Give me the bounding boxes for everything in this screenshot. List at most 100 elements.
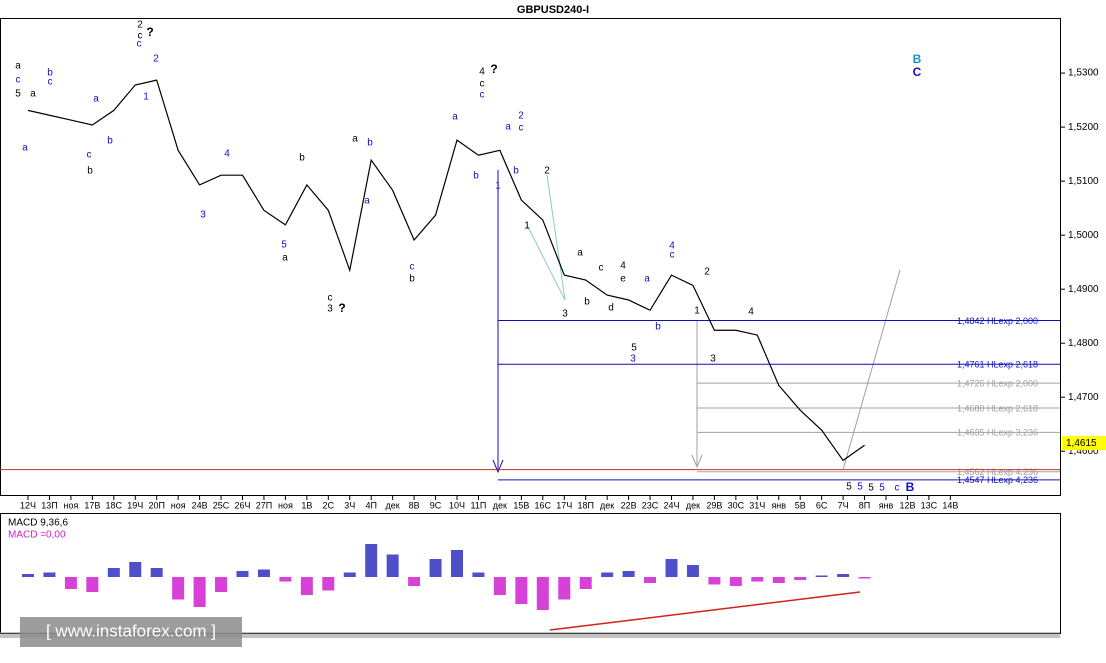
macd-bar bbox=[86, 577, 99, 592]
macd-title: MACD 9,36,6 bbox=[8, 518, 68, 529]
wave-label: 4 bbox=[620, 261, 626, 272]
x-tick-label: 8П bbox=[859, 500, 870, 510]
wave-label: a bbox=[282, 253, 288, 264]
wave-label: B bbox=[906, 480, 915, 494]
x-tick-label: янв bbox=[879, 500, 894, 510]
wave-label: a bbox=[352, 134, 358, 145]
macd-bar bbox=[107, 568, 120, 577]
wave-label: 2 bbox=[518, 111, 524, 122]
x-tick-label: 26Ч bbox=[234, 500, 250, 510]
arrow-head bbox=[691, 454, 703, 469]
wave-label: c bbox=[137, 39, 142, 50]
macd-bar bbox=[536, 577, 549, 610]
level-label: 1,4635 HLexp 3,236 bbox=[957, 428, 1038, 438]
x-tick-label: 24Ч bbox=[663, 500, 679, 510]
wave-label: a bbox=[15, 61, 21, 72]
y-tick-label: 1,5000 bbox=[1068, 230, 1099, 241]
macd-bar bbox=[236, 571, 249, 577]
wave-label: b bbox=[299, 153, 305, 164]
watermark-box bbox=[20, 617, 242, 647]
wave-label: a bbox=[644, 274, 650, 285]
macd-bar bbox=[751, 577, 764, 582]
x-tick-label: дек bbox=[600, 500, 614, 510]
wave-label: a bbox=[364, 196, 370, 207]
trend-line bbox=[842, 269, 901, 471]
x-tick-label: 30С bbox=[728, 500, 745, 510]
macd-bar bbox=[665, 559, 678, 577]
wave-label: 4 bbox=[224, 149, 230, 160]
wave-label: 3 bbox=[200, 210, 206, 221]
watermark: [ www.instaforex.com ] bbox=[46, 621, 216, 640]
macd-bar bbox=[386, 554, 399, 577]
y-tick-label: 1,5100 bbox=[1068, 176, 1099, 187]
wave-label: c bbox=[410, 262, 415, 273]
macd-bar bbox=[708, 577, 721, 585]
wave-label: ? bbox=[146, 25, 153, 39]
x-tick-label: 12В bbox=[899, 500, 915, 510]
wave-label: 4 bbox=[748, 307, 754, 318]
wave-label: C bbox=[913, 65, 922, 79]
arrow-head bbox=[492, 459, 504, 474]
x-tick-label: 15В bbox=[513, 500, 529, 510]
macd-bar bbox=[408, 577, 421, 586]
x-tick-label: ноя bbox=[63, 500, 78, 510]
macd-bar bbox=[794, 577, 807, 580]
x-tick-label: 23С bbox=[642, 500, 659, 510]
macd-bar bbox=[22, 574, 34, 577]
macd-signal-label: MACD =0,00 bbox=[8, 530, 66, 541]
x-tick-label: 31Ч bbox=[749, 500, 765, 510]
wave-label: e bbox=[620, 274, 626, 285]
x-tick-label: 16С bbox=[535, 500, 552, 510]
wave-label: a bbox=[505, 122, 511, 133]
x-tick-label: 8В bbox=[409, 500, 420, 510]
macd-bar bbox=[858, 577, 871, 579]
x-tick-label: 20П bbox=[148, 500, 164, 510]
price-frame bbox=[0, 18, 1061, 496]
wave-label: 3 bbox=[327, 304, 333, 315]
macd-bar bbox=[644, 577, 657, 583]
wave-label: c bbox=[670, 250, 675, 261]
wave-label: 5 bbox=[15, 89, 21, 100]
macd-bar bbox=[150, 568, 163, 577]
wave-label: 5 bbox=[846, 482, 852, 493]
y-tick-label: 1,5300 bbox=[1068, 68, 1099, 79]
wave-label: 1 bbox=[694, 306, 700, 317]
macd-bar bbox=[215, 577, 228, 592]
macd-trend-line bbox=[549, 591, 861, 631]
wave-label: 1 bbox=[495, 181, 501, 192]
x-tick-label: дек bbox=[386, 500, 400, 510]
wave-label: b bbox=[367, 138, 373, 149]
wave-label: 5 bbox=[879, 483, 885, 494]
wave-label: a bbox=[577, 248, 583, 259]
macd-bar bbox=[193, 577, 206, 607]
x-tick-label: 29В bbox=[706, 500, 722, 510]
wave-label: c bbox=[87, 150, 92, 161]
macd-bar bbox=[472, 572, 485, 577]
macd-bar bbox=[729, 577, 742, 586]
macd-bar bbox=[429, 559, 442, 577]
wave-label: d bbox=[608, 303, 614, 314]
wave-label: b bbox=[473, 171, 479, 182]
x-tick-label: 14В bbox=[942, 500, 958, 510]
x-tick-label: 22В bbox=[621, 500, 637, 510]
macd-bar bbox=[43, 572, 56, 577]
macd-bar bbox=[279, 577, 292, 582]
x-tick-label: 13С bbox=[921, 500, 938, 510]
x-tick-label: 18П bbox=[577, 500, 593, 510]
wave-label: B bbox=[913, 52, 922, 66]
y-tick-label: 1,4900 bbox=[1068, 284, 1099, 295]
macd-bar bbox=[172, 577, 185, 600]
wave-label: b bbox=[107, 136, 113, 147]
wave-label: 2 bbox=[153, 54, 159, 65]
wave-label: a bbox=[22, 143, 28, 154]
x-tick-label: 17Ч bbox=[556, 500, 572, 510]
wave-label: 2 bbox=[137, 20, 143, 31]
wave-label: a bbox=[30, 89, 36, 100]
wave-label: 3 bbox=[710, 354, 716, 365]
macd-bar bbox=[558, 577, 571, 600]
trend-line bbox=[546, 174, 566, 301]
trend-line bbox=[526, 224, 566, 301]
x-tick-label: 2С bbox=[323, 500, 335, 510]
price-tag bbox=[1062, 436, 1106, 451]
wave-label: c bbox=[895, 483, 900, 494]
